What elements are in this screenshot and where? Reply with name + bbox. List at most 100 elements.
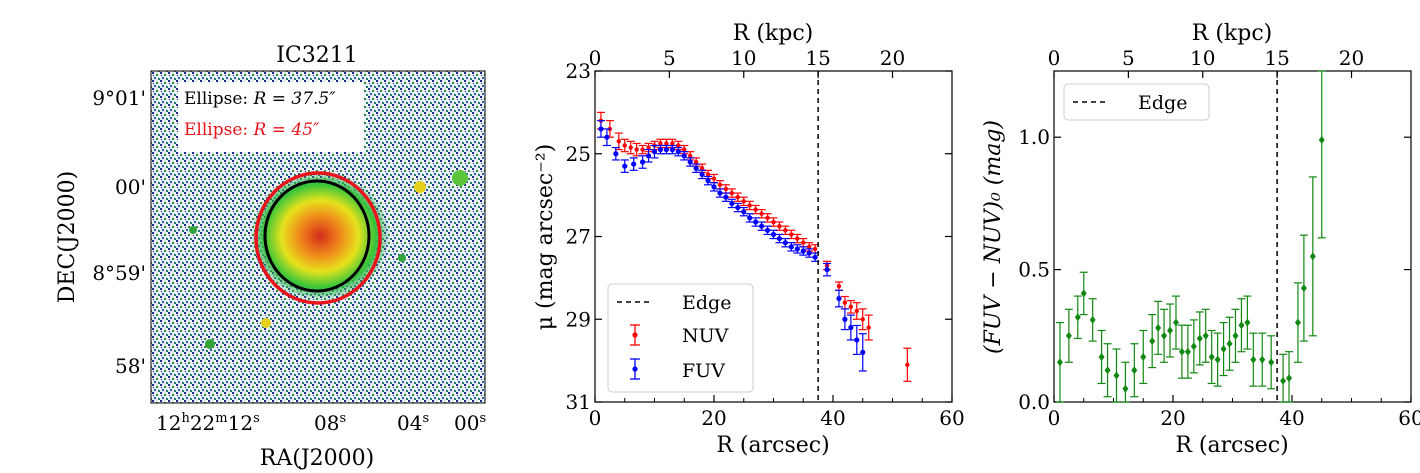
fuv-point — [644, 149, 653, 163]
nuv-point — [858, 308, 867, 331]
nuv-point — [638, 144, 647, 155]
color-ylabel: (FUV − NUV)₀ (mag) — [981, 120, 1006, 354]
x-tick-label: 40 — [820, 406, 845, 430]
fuv-point — [763, 225, 772, 236]
legend-ellipse-inner: Ellipse: R = 37.5″ — [184, 89, 336, 109]
fuv-nuv-point — [1064, 308, 1073, 363]
fuv-nuv-point — [1103, 343, 1112, 398]
nuv-point — [763, 213, 772, 223]
sb-xlabel: R (arcsec) — [716, 433, 829, 458]
fuv-point — [680, 151, 689, 161]
fuv-nuv-point — [1177, 324, 1186, 379]
image-panel: IC3211 — [55, 43, 486, 471]
x2-tick-label: 10 — [731, 46, 756, 70]
ra-tick-label: 04s — [397, 411, 429, 435]
fuv-nuv-point — [1148, 314, 1157, 369]
fuv-point — [739, 206, 748, 217]
fuv-point — [799, 246, 808, 256]
x-tick-label: 40 — [1279, 406, 1304, 430]
nuv-point — [626, 140, 635, 155]
image-xlabel: RA(J2000) — [260, 446, 374, 471]
fuv-point — [698, 169, 707, 180]
fuv-point — [674, 146, 683, 157]
fuv-nuv-point — [1213, 332, 1222, 387]
legend-edge-label: Edge — [682, 292, 731, 314]
x-tick-label: 60 — [939, 406, 964, 430]
x2-tick-label: 20 — [880, 46, 905, 70]
x2-tick-label: 0 — [1048, 46, 1061, 70]
fuv-nuv-point — [1121, 361, 1130, 403]
fuv-nuv-point — [1166, 303, 1175, 358]
dec-tick-label: 00' — [115, 175, 146, 199]
fuv-point — [858, 333, 867, 372]
x2-tick-label: 20 — [1339, 46, 1364, 70]
x-tick-label: 60 — [1398, 406, 1420, 430]
star-blob — [414, 181, 426, 193]
image-ylabel: DEC(J2000) — [55, 171, 80, 304]
color-legend-box — [1063, 83, 1210, 121]
x2-tick-label: 10 — [1190, 46, 1215, 70]
fuv-point — [846, 314, 855, 341]
color-xlabel: R (arcsec) — [1175, 433, 1288, 458]
fuv-nuv-point — [1308, 176, 1317, 337]
legend-nuv-swatch — [630, 324, 640, 346]
nuv-point — [739, 196, 748, 207]
star-blob — [205, 339, 215, 349]
fuv-point — [662, 144, 671, 155]
fuv-point — [745, 213, 754, 223]
fuv-nuv-point — [1160, 308, 1169, 363]
fuv-nuv-point — [1231, 308, 1240, 363]
x-tick-label: 20 — [1160, 406, 1185, 430]
fuv-point — [704, 175, 713, 186]
legend-ellipse-outer: Ellipse: R = 45″ — [184, 120, 320, 140]
fuv-point — [733, 202, 742, 213]
nuv-point — [834, 281, 843, 291]
fuv-nuv-point — [1073, 295, 1082, 340]
fuv-point — [721, 192, 730, 202]
nuv-point — [852, 302, 861, 320]
fuv-nuv-point — [1267, 335, 1276, 390]
x-tick-label: 0 — [589, 406, 602, 430]
fuv-point — [710, 182, 718, 192]
fuv-nuv-point — [1183, 324, 1192, 379]
star-blob — [398, 254, 406, 262]
nuv-point — [775, 221, 784, 231]
fuv-nuv-point — [1285, 351, 1294, 403]
fuv-nuv-point — [1249, 332, 1258, 387]
nuv-point — [733, 192, 742, 202]
fuv-nuv-point — [1171, 295, 1180, 350]
sb-ylabel: μ (mag arcsec⁻²) — [533, 144, 558, 331]
fuv-point — [620, 159, 629, 173]
x2-tick-label: 15 — [1264, 46, 1289, 70]
ellipse-outer — [254, 171, 382, 305]
fuv-point — [602, 128, 611, 147]
fuv-point — [668, 144, 677, 155]
fuv-nuv-point — [1130, 343, 1139, 398]
legend-fuv-label: FUV — [682, 360, 725, 382]
y-tick-label: 1.0 — [1018, 125, 1050, 149]
x2-tick-label: 0 — [589, 46, 602, 70]
star-blob — [261, 318, 271, 328]
fuv-nuv-point — [1225, 316, 1234, 371]
fuv-nuv-point — [1243, 295, 1252, 350]
fuv-nuv-point — [1189, 319, 1198, 374]
x2-tick-label: 5 — [663, 46, 676, 70]
fuv-point — [686, 157, 695, 167]
legend-edge-label: Edge — [1138, 92, 1187, 114]
fuv-nuv-point — [1195, 311, 1204, 366]
legend-fuv-swatch — [630, 358, 640, 380]
x2-tick-label: 15 — [805, 46, 830, 70]
fuv-point — [805, 248, 814, 258]
y-tick-label: 31 — [566, 390, 591, 414]
galaxy-glow — [250, 171, 390, 301]
fuv-nuv-point — [1097, 329, 1106, 385]
star-blob — [452, 170, 468, 186]
fuv-point — [751, 217, 760, 227]
dec-tick-label: 9°01' — [92, 86, 146, 110]
x2-tick-label: 5 — [1122, 46, 1135, 70]
nuv-point — [614, 132, 623, 151]
color-x2label: R (kpc) — [1192, 21, 1272, 46]
fuv-nuv-point — [1139, 329, 1148, 385]
fuv-point — [638, 155, 647, 169]
fuv-point — [629, 157, 638, 171]
